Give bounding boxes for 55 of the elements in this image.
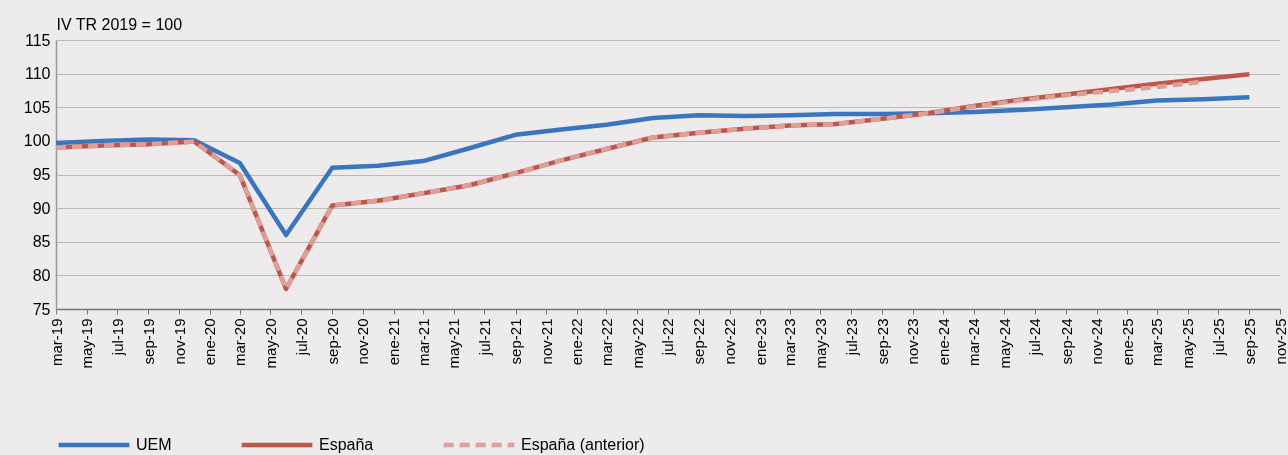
legend-label: España: [319, 436, 374, 453]
y-tick-label: 95: [32, 166, 51, 183]
y-tick-label: 110: [24, 65, 51, 83]
x-tick-label: mar-20: [231, 318, 249, 367]
x-tick-label: may-24: [995, 318, 1013, 369]
x-tick-label: nov-23: [904, 318, 922, 365]
y-tick-label: 105: [23, 98, 51, 116]
x-tick-label: sep-20: [323, 318, 341, 365]
y-tick-label: 85: [32, 233, 51, 251]
x-tick-label: may-19: [78, 318, 96, 369]
legend-label: España (anterior): [521, 436, 645, 453]
x-tick-label: ene-24: [934, 318, 952, 366]
x-tick-label: nov-20: [354, 318, 372, 365]
x-tick-label: may-23: [811, 318, 829, 369]
x-tick-label: sep-25: [1240, 318, 1258, 365]
x-tick-label: ene-25: [1118, 318, 1136, 366]
x-tick-label: jul-19: [108, 318, 126, 357]
x-tick-label: nov-19: [170, 318, 188, 365]
x-tick-label: nov-22: [721, 318, 739, 365]
legend-label: UEM: [136, 436, 172, 453]
x-tick-label: mar-22: [597, 318, 615, 367]
y-tick-label: 90: [32, 199, 51, 217]
x-tick-label: may-25: [1179, 318, 1197, 369]
x-tick-label: ene-23: [751, 318, 769, 366]
x-tick-label: jul-24: [1026, 318, 1044, 357]
x-tick-label: jul-25: [1209, 318, 1227, 357]
x-tick-label: mar-24: [965, 318, 983, 367]
x-tick-label: may-21: [445, 318, 463, 369]
y-tick-label: 100: [23, 132, 51, 150]
x-tick-label: jul-23: [842, 318, 860, 357]
x-tick-label: sep-24: [1057, 318, 1075, 365]
x-tick-label: sep-19: [139, 318, 157, 365]
y-tick-label: 80: [32, 266, 51, 284]
x-tick-label: ene-22: [568, 318, 586, 366]
x-tick-label: sep-21: [507, 318, 525, 365]
x-tick-label: nov-25: [1271, 318, 1288, 365]
x-tick-label: mar-25: [1148, 318, 1166, 367]
x-tick-label: nov-24: [1088, 318, 1106, 365]
x-tick-label: mar-23: [781, 318, 799, 367]
x-tick-label: jul-22: [659, 318, 677, 357]
y-axis-title: IV TR 2019 = 100: [56, 15, 183, 33]
y-tick-label: 115: [24, 31, 51, 49]
x-tick-label: jul-20: [292, 318, 310, 357]
x-tick-label: nov-21: [537, 318, 555, 365]
y-tick-label: 75: [32, 300, 51, 318]
x-tick-label: jul-21: [475, 318, 493, 357]
x-tick-label: mar-19: [47, 318, 65, 367]
x-tick-label: sep-22: [690, 318, 708, 365]
x-tick-label: mar-21: [414, 318, 432, 367]
x-tick-label: may-22: [628, 318, 646, 369]
x-tick-label: ene-20: [201, 318, 219, 366]
x-tick-label: sep-23: [873, 318, 891, 365]
line-series: [53, 94, 1252, 238]
x-tick-label: ene-21: [385, 318, 403, 366]
x-tick-label: may-20: [261, 318, 279, 369]
